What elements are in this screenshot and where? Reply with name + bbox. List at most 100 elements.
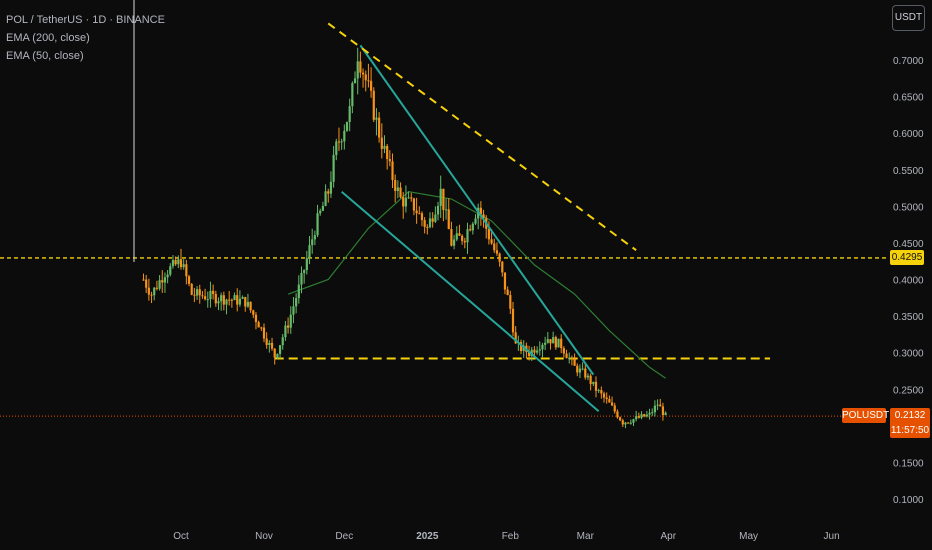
x-tick-label: Jun [824,531,840,542]
candle-body [273,348,276,358]
candle-body [640,414,643,418]
candle-body [335,141,338,155]
x-tick-label: Apr [661,531,677,542]
candle-body [158,280,161,289]
candle-body [163,277,167,283]
ema-lines [287,191,666,379]
candle-body [220,295,223,302]
candle-body [584,368,587,378]
candle-body [501,261,504,273]
legend-ema50[interactable]: EMA (50, close) [6,50,84,62]
candle-body [332,154,335,182]
candle-body [388,159,391,162]
candle-body [150,294,153,296]
candle-body [394,179,397,191]
candle-body [337,141,341,143]
x-tick-label: Oct [173,531,189,542]
candle-body [519,342,523,352]
candle-body [469,229,472,231]
candle-body [222,295,225,305]
candle-body [557,338,560,348]
candle-body [345,121,349,131]
candle-body [268,342,271,346]
candle-body [466,229,469,243]
candle-body [426,226,429,228]
candle-body [653,405,657,413]
candle-body [535,350,539,353]
candle-body [444,209,448,211]
candle-body [383,145,386,149]
candle-body [380,137,383,149]
candle-body [627,422,630,424]
candle-body [597,390,600,392]
wedge-trendline[interactable] [340,190,600,412]
candle-body [423,220,426,227]
y-tick-label: 0.1000 [893,495,924,506]
candle-body [179,259,183,268]
candle-body [327,191,330,194]
candle-body [651,412,654,414]
candle-body [270,342,274,349]
candle-body [311,239,314,246]
candle-body [538,349,541,351]
candle-body [399,187,402,198]
candle-body [613,405,616,412]
x-axis-ticks: Oct Nov Dec 2025 Feb Mar Apr May Jun [173,531,839,542]
candle-body [195,289,199,296]
candle-body [624,422,627,425]
y-tick-label: 0.6500 [893,93,924,104]
x-tick-label: 2025 [416,531,439,542]
candle-body [632,419,635,423]
candle-body [212,290,215,294]
candle-body [281,337,284,346]
candle-body [514,332,517,344]
candle-body [249,301,252,311]
candle-body [648,412,651,415]
candle-body [560,338,563,349]
candle-body [369,80,373,91]
candle-body [209,290,212,300]
candle-body [410,197,413,199]
last-price-tag: 0.2132 11:57:50 [890,408,930,438]
candle-body [225,299,228,305]
candle-body [254,314,258,323]
candle-body [506,289,509,296]
candle-body [415,210,418,214]
candle-body [329,181,333,194]
candle-body [637,416,640,418]
candle-body [407,197,410,199]
candle-body [145,279,148,288]
candle-body [479,207,482,215]
wedge-trendline[interactable] [359,44,595,376]
candle-body [348,106,351,122]
candles [142,47,667,429]
candle-body [576,365,579,373]
candle-body [206,299,209,301]
y-tick-label: 0.4500 [893,239,924,250]
dashed-trendline[interactable] [327,22,637,252]
candle-body [276,353,279,358]
candle-body [420,213,424,221]
candle-body [278,345,282,354]
candle-body [447,209,450,230]
legend-ema200[interactable]: EMA (200, close) [6,32,90,44]
candle-body [238,298,242,305]
ema50-line[interactable] [287,191,666,379]
x-tick-label: Nov [255,531,273,542]
candle-body [493,243,496,251]
candle-body [594,381,598,391]
y-tick-label: 0.2500 [893,385,924,396]
axis-unit-button[interactable]: USDT [892,5,925,31]
candle-body [546,339,549,343]
candle-body [284,325,287,338]
candle-body [214,293,217,304]
candle-body [292,306,295,315]
candle-body [586,375,590,378]
candle-body [452,239,456,246]
candle-body [578,368,582,373]
candle-body [431,218,434,222]
candle-body [463,240,466,243]
candle-body [659,404,662,407]
candle-body [171,260,175,267]
